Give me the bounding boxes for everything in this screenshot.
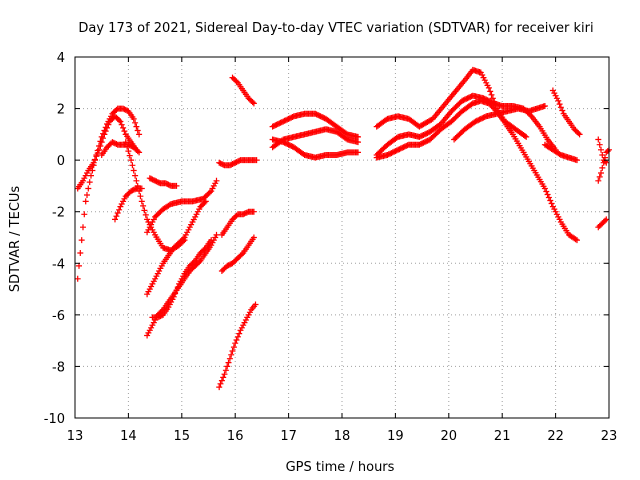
series-arc-5 — [146, 175, 180, 189]
series-arc-11 — [216, 157, 260, 169]
x-tick-label: 21 — [494, 429, 511, 444]
x-tick-label: 19 — [387, 429, 404, 444]
series-arc-18 — [269, 136, 361, 161]
series-arc-14 — [216, 301, 259, 391]
y-tick-label: 4 — [57, 51, 65, 66]
series-arc-21 — [373, 97, 580, 244]
y-tick-label: 2 — [57, 103, 65, 118]
y-tick-label: -2 — [52, 206, 65, 221]
series-arc-12 — [218, 208, 257, 238]
series-markers — [74, 113, 140, 192]
x-tick-label: 14 — [120, 429, 137, 444]
series-arc-16 — [269, 110, 361, 140]
x-tick-label: 18 — [334, 429, 351, 444]
series-arc-7 — [144, 177, 220, 236]
series-markers — [269, 136, 361, 161]
x-tick-label: 13 — [67, 429, 84, 444]
series-markers — [373, 97, 580, 244]
x-tick-label: 23 — [601, 429, 618, 444]
series-arc-1 — [74, 105, 143, 282]
series-arc-6 — [122, 139, 188, 254]
series-arc-23 — [541, 141, 580, 164]
series-markers — [269, 126, 361, 151]
series-arc-2 — [74, 113, 140, 192]
series-arc-25 — [595, 216, 610, 231]
x-tick-label: 20 — [441, 429, 458, 444]
data-series — [74, 66, 612, 391]
series-arc-22 — [451, 103, 548, 143]
series-markers — [149, 237, 215, 321]
y-tick-label: -8 — [52, 360, 65, 375]
series-markers — [144, 198, 209, 298]
series-arc-17 — [269, 126, 361, 151]
series-arc-24 — [549, 87, 583, 138]
x-tick-label: 22 — [547, 429, 564, 444]
axis-ticks: 13 14 15 16 17 18 19 20 21 22 23 -10 -8 -6 -4 -2 0 2 4 — [44, 51, 618, 444]
series-markers — [74, 105, 143, 282]
x-tick-label: 15 — [174, 429, 191, 444]
series-markers — [216, 301, 259, 391]
series-markers — [541, 141, 580, 164]
series-markers — [122, 139, 188, 254]
y-tick-label: -4 — [52, 257, 65, 272]
y-tick-label: 0 — [57, 154, 65, 169]
series-arc-13 — [218, 234, 257, 274]
series-arc-8 — [144, 198, 209, 298]
series-arc-15 — [229, 74, 257, 107]
y-tick-label: -10 — [44, 412, 65, 427]
x-axis-label: GPS time / hours — [286, 460, 395, 475]
series-markers — [218, 234, 257, 274]
chart-title: Day 173 of 2021, Sidereal Day-to-day VTE… — [78, 21, 593, 36]
series-arc-19 — [373, 66, 530, 140]
series-markers — [218, 208, 257, 238]
series-markers — [98, 139, 143, 158]
series-markers — [146, 175, 180, 189]
series-markers — [451, 103, 548, 143]
series-markers — [229, 74, 257, 107]
series-markers — [373, 66, 530, 140]
series-arc-3 — [98, 139, 143, 158]
x-tick-label: 17 — [280, 429, 297, 444]
y-axis-label: SDTVAR / TECUs — [8, 186, 23, 293]
series-markers — [216, 157, 260, 169]
series-markers — [269, 110, 361, 140]
x-tick-label: 16 — [227, 429, 244, 444]
series-markers — [549, 87, 583, 138]
series-markers — [595, 216, 610, 231]
y-tick-label: -6 — [52, 309, 65, 324]
series-markers — [144, 177, 220, 236]
series-arc-10 — [149, 237, 215, 321]
